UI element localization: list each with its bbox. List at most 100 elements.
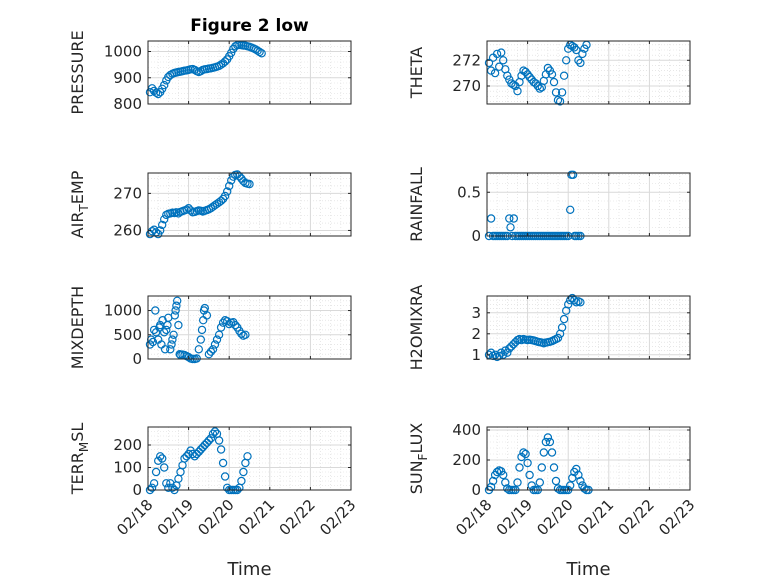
- rainfall-ytick-label: 0: [471, 227, 481, 245]
- rainfall-point-11: [506, 223, 515, 232]
- pressure-point-54: [255, 47, 264, 57]
- h2omixra-point-8: [501, 346, 510, 355]
- terr_msl-point-11: [168, 483, 177, 492]
- terr_msl-point-30: [206, 434, 216, 443]
- air_temp-ytick-label: 260: [113, 221, 142, 239]
- sun_flux-ylabel: SUNFLUX: [407, 423, 430, 495]
- air_temp-ylabel-main: AIR: [68, 212, 87, 239]
- mixdepth-point-11: [159, 328, 169, 337]
- theta-point-33: [551, 88, 561, 97]
- air_temp-point-37: [220, 191, 230, 201]
- mixdepth-ytick-label: 500: [113, 326, 142, 344]
- theta-point-31: [547, 70, 557, 79]
- mixdepth-point-4: [151, 306, 160, 315]
- sun_flux-xtick-label: 02/22: [615, 496, 658, 539]
- sun_flux-xtick-label: 02/18: [452, 496, 495, 539]
- h2omixra-series: [484, 293, 585, 362]
- h2omixra-point-39: [564, 300, 573, 309]
- mixdepth-point-58: [237, 329, 246, 338]
- rainfall-ytick-label: 0.5: [457, 183, 481, 201]
- terr_msl-point-36: [218, 458, 228, 468]
- air_temp-point-5: [155, 226, 165, 235]
- figure-title: Figure 2 low: [190, 16, 309, 36]
- sun_flux-point-26: [537, 463, 547, 472]
- mixdepth-point-2: [148, 337, 158, 347]
- mixdepth-point-35: [194, 345, 203, 354]
- terr_msl-xtick-label: 02/20: [194, 496, 237, 539]
- theta-ylabel-main: THETA: [407, 47, 426, 99]
- mixdepth-point-24: [174, 320, 183, 330]
- terr_msl-point-3: [151, 467, 161, 477]
- sun_flux-point-31: [547, 448, 557, 457]
- terr_msl-point-5: [155, 452, 165, 461]
- h2omixra-point-9: [503, 348, 512, 357]
- h2omixra-point-36: [557, 323, 567, 332]
- theta-point-25: [535, 84, 545, 93]
- terr_msl-point-8: [162, 479, 171, 488]
- mixdepth-point-44: [208, 345, 218, 354]
- h2omixra-plot-area: [487, 296, 690, 359]
- axes-air_temp: 260 270 AIRTEMP: [68, 170, 352, 239]
- terr_msl-xtick-label: 02/23: [316, 496, 359, 539]
- mixdepth-point-36: [196, 335, 205, 344]
- theta-point-6: [497, 48, 506, 57]
- air_temp-point-38: [222, 187, 232, 196]
- axes-mixdepth: 0 500 1000 MIXDEPTH: [68, 286, 352, 369]
- theta-ytick-label: 272: [452, 51, 481, 69]
- terr_msl-point-4: [153, 456, 163, 465]
- air_temp-point-7: [159, 215, 169, 224]
- h2omixra-axes-box: [486, 295, 691, 360]
- sun_flux-point-17: [519, 448, 528, 457]
- terr_msl-point-7: [159, 463, 169, 472]
- theta-point-29: [543, 63, 553, 73]
- h2omixra-point-6: [497, 348, 506, 357]
- mixdepth-point-12: [160, 345, 170, 354]
- air_temp-ytick-label: 270: [113, 184, 142, 202]
- terr_msl-xtick-label: 02/22: [276, 496, 319, 539]
- sun_flux-point-40: [566, 481, 575, 490]
- terr_msl-axes-box: [147, 426, 352, 491]
- terr_msl-xtick-label: 02/19: [154, 496, 197, 539]
- terr_msl-point-31: [208, 429, 218, 438]
- terr_msl-ylabel-subscript: M: [77, 442, 91, 452]
- theta-point-36: [557, 88, 567, 97]
- theta-point-14: [513, 86, 522, 96]
- sun_flux-point-7: [499, 470, 508, 480]
- mixdepth-point-13: [162, 325, 171, 335]
- sun_flux-point-8: [501, 478, 510, 487]
- sun_flux-point-20: [525, 470, 534, 480]
- mixdepth-ylabel-main: MIXDEPTH: [68, 286, 87, 369]
- air_temp-point-6: [157, 220, 167, 230]
- sun_flux-point-2: [488, 476, 498, 486]
- sun_flux-point-18: [521, 449, 530, 459]
- sun_flux-point-33: [551, 476, 561, 486]
- terr_msl-xtick-label: 02/18: [113, 496, 156, 539]
- sun_flux-point-14: [513, 478, 522, 487]
- terr_msl-point-45: [237, 476, 246, 486]
- air_temp-point-49: [245, 179, 254, 189]
- terr_msl-ytick-label: 0: [132, 481, 142, 499]
- theta-point-42: [570, 43, 579, 52]
- terr_msl-point-34: [214, 436, 224, 445]
- theta-point-19: [523, 70, 532, 79]
- mixdepth-ytick-label: 0: [132, 350, 142, 368]
- theta-point-44: [574, 56, 583, 65]
- h2omixra-point-45: [576, 298, 585, 307]
- sun_flux-point-47: [580, 484, 589, 493]
- mixdepth-point-55: [231, 320, 240, 330]
- sun_flux-point-28: [541, 437, 551, 447]
- mixdepth-point-46: [212, 335, 222, 344]
- sun_flux-ytick-label: 0: [471, 481, 481, 499]
- pressure-ylabel-main: PRESSURE: [68, 30, 87, 114]
- sun_flux-point-30: [545, 437, 555, 447]
- mixdepth-point-23: [172, 296, 182, 305]
- theta-point-45: [576, 58, 585, 68]
- terr_msl-point-29: [204, 436, 214, 445]
- axes-h2omixra: 1 2 3 H2OMIXRA: [407, 285, 691, 370]
- pressure-ylabel: PRESSURE: [68, 30, 87, 114]
- h2omixra-point-7: [499, 350, 508, 359]
- mixdepth-point-52: [224, 319, 234, 329]
- sun_flux-ytick-label: 400: [452, 421, 481, 439]
